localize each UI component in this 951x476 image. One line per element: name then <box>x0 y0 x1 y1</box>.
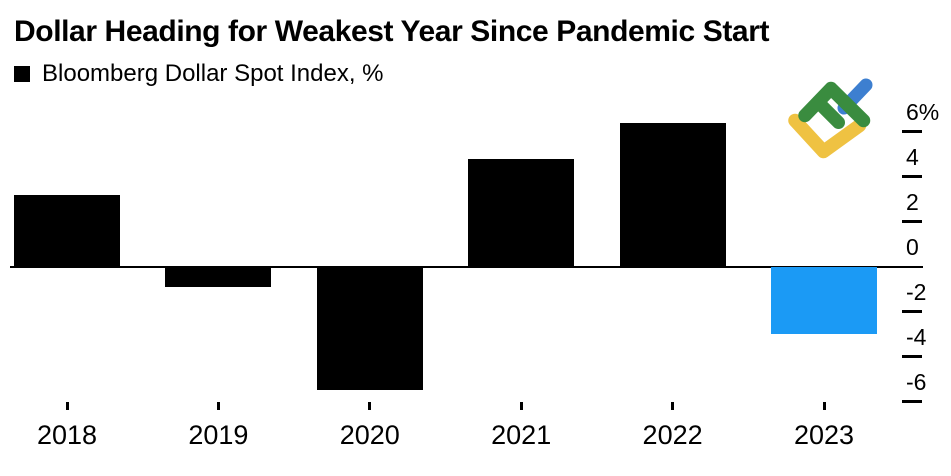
y-tick-label--2: -2 <box>906 278 927 305</box>
x-tick-label-2021: 2021 <box>491 420 552 450</box>
y-tick-label-4: 4 <box>906 143 919 170</box>
bar-2022 <box>619 122 726 267</box>
y-tick--2 <box>902 310 922 313</box>
bar-2021 <box>468 158 575 267</box>
bar-2020 <box>316 266 423 391</box>
y-tick-label-0: 0 <box>906 233 919 260</box>
x-tick-2021 <box>519 402 523 410</box>
legend-label: Bloomberg Dollar Spot Index, % <box>42 60 384 87</box>
x-tick-2020 <box>368 402 372 410</box>
x-tick-2022 <box>671 402 675 410</box>
x-tick-label-2023: 2023 <box>793 420 855 450</box>
y-tick-4 <box>902 175 922 178</box>
x-tick-2018 <box>65 402 69 410</box>
legend: Bloomberg Dollar Spot Index, % <box>14 60 384 87</box>
bar-2023 <box>771 266 877 334</box>
x-tick-2019 <box>216 402 220 410</box>
logo-green-arm <box>811 95 845 129</box>
bar-2018 <box>14 194 120 267</box>
x-tick-label-2022: 2022 <box>642 420 703 450</box>
y-tick-label--4: -4 <box>906 323 927 350</box>
zero-axis-line <box>10 265 923 268</box>
x-tick-label-2018: 2018 <box>36 420 98 450</box>
logo-yellow-stroke <box>788 113 867 159</box>
y-tick--4 <box>902 355 922 358</box>
y-tick-2 <box>902 220 922 223</box>
x-tick-label-2020: 2020 <box>339 420 400 450</box>
x-tick-2023 <box>822 402 826 410</box>
y-tick-6 <box>902 130 922 133</box>
chart-title: Dollar Heading for Weakest Year Since Pa… <box>14 15 770 48</box>
bar-2019 <box>165 266 272 287</box>
x-tick-label-2019: 2019 <box>188 420 249 450</box>
y-tick--6 <box>902 400 922 403</box>
y-tick-label-2: 2 <box>906 188 919 215</box>
legend-swatch-icon <box>14 66 30 82</box>
litefinance-logo <box>788 78 873 159</box>
y-tick-label-6: 6% <box>906 98 940 125</box>
y-tick-label--6: -6 <box>906 368 927 395</box>
